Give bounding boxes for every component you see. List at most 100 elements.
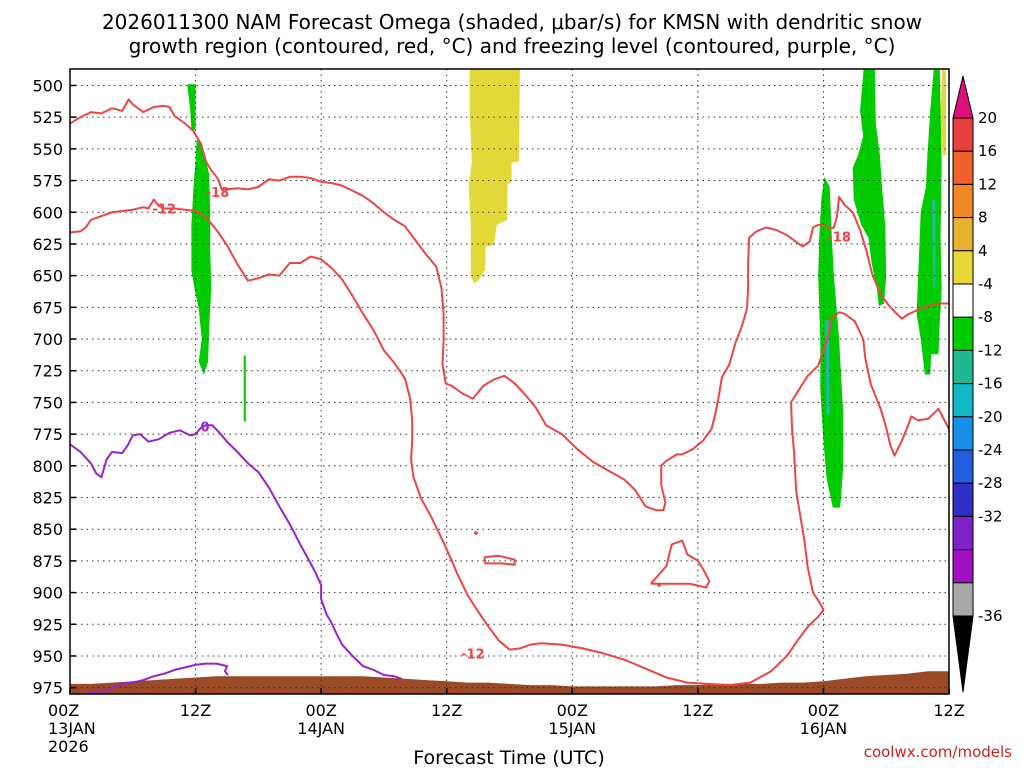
y-tick-label-800: 800 [32,457,63,476]
colorbar-label-8: -16 [978,375,1003,393]
omega-shade-1 [940,69,946,156]
y-axis: 500 525 550 575 600 625 650 675 700 725 750 775 800 8… [32,76,76,698]
colorbar-swatch-13 [952,549,974,584]
contour-layer [70,98,949,694]
contour-1 [70,198,949,687]
y-tick-label-925: 925 [32,615,63,634]
colorbar-label-11: -28 [978,474,1003,492]
y-tick-label-650: 650 [32,267,63,286]
chart-title-line2: growth region (contoured, red, °C) and f… [129,34,896,58]
colorbar-swatch-4 [952,250,974,285]
contour-3 [85,662,229,694]
y-tick-label-700: 700 [32,330,63,349]
x-tick-label-2-0: 00Z [305,701,336,720]
x-tick-label-0-1: 13JAN [48,719,96,738]
colorbar-swatch-0 [952,117,974,152]
terrain-fill [70,671,949,694]
colorbar-swatch-1 [952,150,974,185]
credit-text: coolwx.com/models [864,743,1012,761]
contour-dot-0 [474,531,478,535]
omega-shade-4 [243,355,246,422]
x-tick-label-6-0: 00Z [808,701,839,720]
contour-4 [483,554,516,566]
colorbar-swatch-12 [952,515,974,551]
x-tick-label-2-1: 14JAN [297,719,345,738]
omega-shade-6 [852,69,887,307]
colorbar: 20 16 12 8 4 -4 -8 -12 -16 -20 -24 -28 -32 -36 [952,75,1003,693]
y-tick-label-675: 675 [32,298,63,317]
omega-shading-layer [187,69,946,508]
colorbar-label-2: 12 [978,175,997,193]
grid-layer [70,69,949,694]
colorbar-swatch-6 [952,316,974,351]
x-tick-label-6-1: 16JAN [800,719,848,738]
contour-dot-1 [657,583,661,587]
contour-0 [70,98,949,512]
colorbar-label-5: -4 [978,275,993,293]
omega-shade-7 [916,69,942,375]
colorbar-label-10: -24 [978,441,1003,459]
colorbar-bottom-arrow [952,615,974,693]
plot-frame [69,68,950,695]
contour-label-2: -18 [827,230,851,245]
colorbar-swatch-2 [952,183,974,219]
omega-shade-3 [191,140,212,375]
x-tick-label-1-0: 12Z [180,701,211,720]
colorbar-label-12: -32 [978,507,1003,525]
contour-2 [70,424,403,680]
y-tick-label-575: 575 [32,172,63,191]
colorbar-swatch-3 [952,217,974,252]
x-tick-label-0-2: 2026 [48,737,89,756]
y-tick-label-625: 625 [32,235,63,254]
colorbar-swatch-11 [952,482,974,517]
contour-label-3: -12 [461,647,485,662]
contour-label-layer: -18 -12 -18 -12 0 [152,186,850,662]
x-tick-label-4-0: 00Z [557,701,588,720]
colorbar-swatch-5 [952,283,974,318]
y-tick-label-550: 550 [32,140,63,159]
y-tick-label-500: 500 [32,76,63,95]
colorbar-label-3: 8 [978,209,988,227]
colorbar-label-7: -12 [978,341,1003,359]
y-tick-label-875: 875 [32,552,63,571]
y-tick-label-975: 975 [32,679,63,698]
x-tick-label-4-1: 15JAN [548,719,596,738]
omega-shade-5 [818,176,844,508]
x-tick-label-7-0: 12Z [933,701,964,720]
colorbar-label-4: 4 [978,242,988,260]
colorbar-label-1: 16 [978,142,997,160]
chart-title-line1: 2026011300 NAM Forecast Omega (shaded, μ… [102,10,922,34]
colorbar-top-arrow [952,75,974,119]
colorbar-label-6: -8 [978,308,993,326]
colorbar-swatch-9 [952,416,974,451]
colorbar-swatch-7 [952,349,974,385]
y-tick-label-850: 850 [32,520,63,539]
x-axis-label: Forecast Time (UTC) [413,747,604,768]
y-tick-label-775: 775 [32,425,63,444]
y-tick-label-825: 825 [32,488,63,507]
contour-label-1: -12 [152,202,176,217]
contour-label-4: 0 [200,421,209,436]
colorbar-label-0: 20 [978,109,997,127]
colorbar-label-9: -20 [978,408,1003,426]
y-tick-label-950: 950 [32,647,63,666]
contour-5 [650,539,711,589]
contour-label-0: -18 [206,186,230,201]
y-tick-label-750: 750 [32,393,63,412]
x-tick-label-5-0: 12Z [682,701,713,720]
y-tick-label-600: 600 [32,203,63,222]
x-tick-label-0-0: 00Z [48,701,79,720]
colorbar-swatch-8 [952,383,974,418]
terrain-layer [70,671,949,694]
y-tick-label-525: 525 [32,108,63,127]
x-tick-label-3-0: 12Z [431,701,462,720]
y-tick-label-725: 725 [32,362,63,381]
colorbar-swatch-10 [952,449,974,484]
omega-shade-2 [187,84,196,130]
y-tick-label-900: 900 [32,584,63,603]
omega-shade-0 [468,69,520,284]
colorbar-swatch-14 [952,582,974,617]
colorbar-label-13: -36 [978,607,1003,625]
